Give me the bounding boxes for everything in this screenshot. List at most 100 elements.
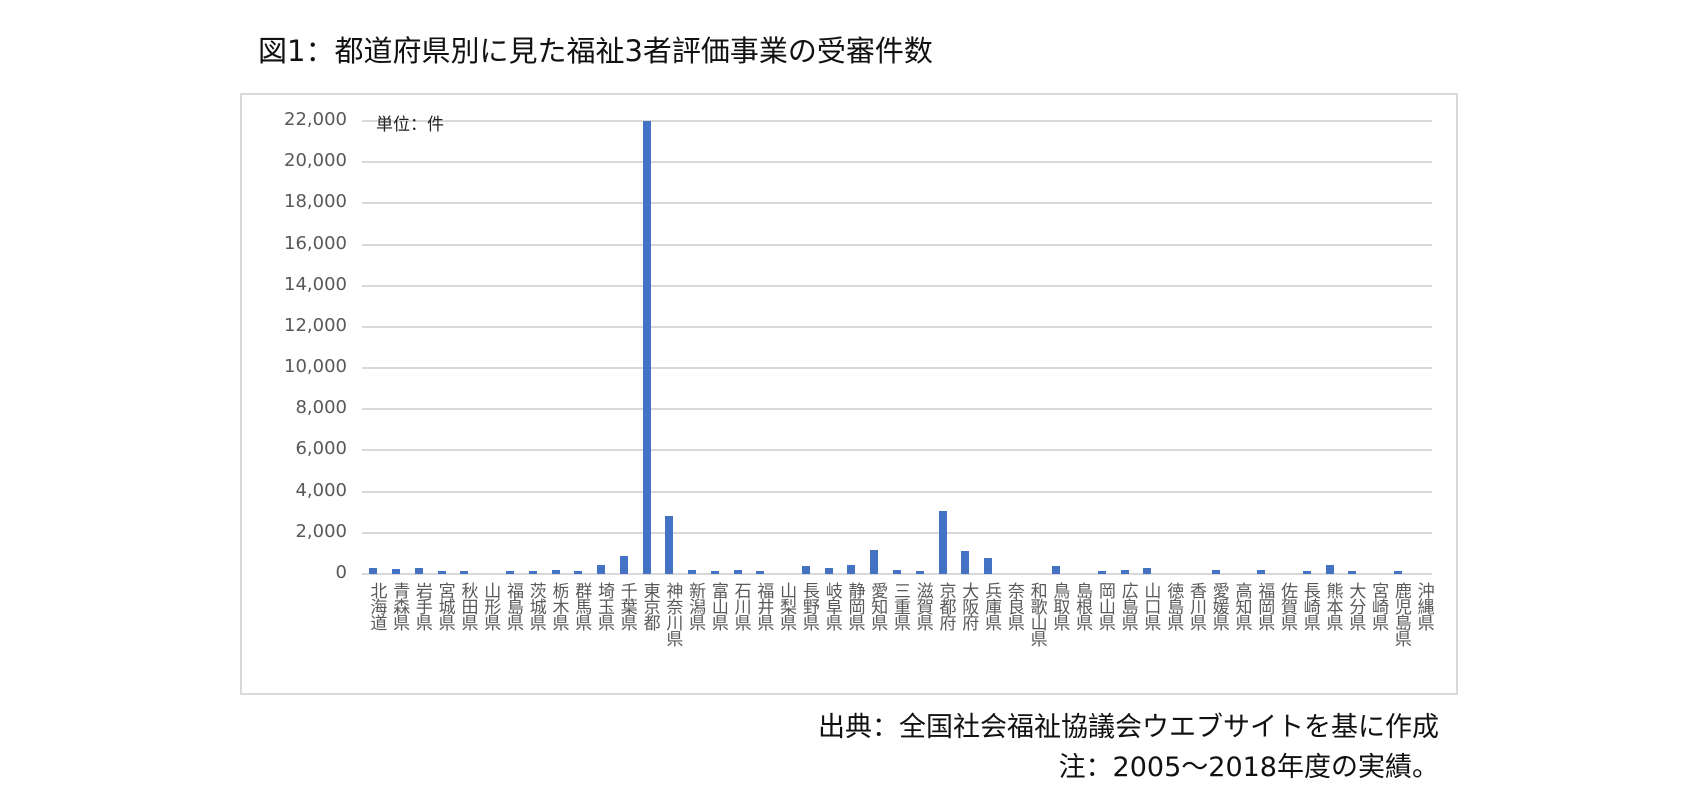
x-category-label: 高知県 <box>1231 582 1252 630</box>
bar-10 <box>574 571 583 574</box>
x-category-label: 三重県 <box>890 582 910 630</box>
bar-28 <box>984 557 993 574</box>
bar-27 <box>961 551 970 574</box>
bar-16 <box>710 571 719 574</box>
x-category-label: 宮城県 <box>434 582 455 630</box>
source-note: 出典：全国社会福祉協議会ウエブサイトを基に作成 <box>818 712 1439 743</box>
bar-11 <box>597 564 606 574</box>
x-category-label: 長野県 <box>798 582 819 630</box>
bar-13 <box>642 121 651 574</box>
x-category-label: 青森県 <box>389 582 410 630</box>
bar-24 <box>893 569 901 574</box>
x-category-label: 徳島県 <box>1163 582 1184 630</box>
gridline <box>362 202 1432 205</box>
bar-26 <box>938 511 947 574</box>
y-tick-label: 16,000 <box>284 232 347 254</box>
gridline <box>362 531 1432 534</box>
x-category-label: 愛媛県 <box>1208 582 1229 630</box>
x-category-label: 栃木県 <box>548 582 569 630</box>
x-category-label: 山口県 <box>1140 582 1161 630</box>
bar-2 <box>392 568 401 574</box>
x-category-label: 群馬県 <box>571 582 592 630</box>
bar-5 <box>460 571 469 574</box>
bar-9 <box>551 569 560 574</box>
bar-18 <box>756 571 765 574</box>
x-category-label: 新潟県 <box>685 582 706 630</box>
x-category-label: 奈良県 <box>1003 582 1024 630</box>
bar-14 <box>665 516 674 574</box>
x-category-label: 京都府 <box>935 582 956 630</box>
unit-label: 単位：件 <box>376 115 444 135</box>
x-category-label: 島根県 <box>1072 582 1093 630</box>
bar-46 <box>1393 570 1402 574</box>
gridline <box>362 243 1432 246</box>
y-tick-label: 4,000 <box>295 479 347 501</box>
x-category-label: 大分県 <box>1345 582 1366 630</box>
x-category-label: 兵庫県 <box>981 582 1002 630</box>
gridline <box>362 449 1432 452</box>
bar-22 <box>847 564 856 574</box>
bar-20 <box>801 565 810 574</box>
x-category-label: 神奈川県 <box>662 582 683 646</box>
gridline <box>362 120 1432 122</box>
chart-title: 図1：都道府県別に見た福祉3者評価事業の受審件数 <box>258 34 933 68</box>
bar-3 <box>414 567 423 574</box>
bar-21 <box>824 567 833 574</box>
bar-40 <box>1257 569 1266 574</box>
bar-38 <box>1211 569 1220 574</box>
x-category-label: 岩手県 <box>411 582 432 630</box>
chart-frame <box>240 93 1458 695</box>
bar-33 <box>1097 571 1106 574</box>
bar-15 <box>688 569 697 574</box>
bar-12 <box>619 556 628 574</box>
gridline <box>362 490 1432 493</box>
y-tick-label: 12,000 <box>284 314 347 336</box>
x-category-label: 秋田県 <box>457 582 478 630</box>
bar-7 <box>505 571 514 574</box>
bar-17 <box>733 569 742 574</box>
x-category-label: 茨城県 <box>525 582 546 630</box>
y-tick-label: 8,000 <box>295 397 347 419</box>
x-category-label: 香川県 <box>1185 582 1206 630</box>
x-category-label: 鹿児島県 <box>1390 582 1411 646</box>
x-category-label: 静岡県 <box>844 582 865 630</box>
bar-44 <box>1348 570 1357 574</box>
x-category-label: 富山県 <box>707 582 728 630</box>
y-tick-label: 20,000 <box>284 150 347 172</box>
x-category-label: 埼玉県 <box>594 582 615 630</box>
bar-34 <box>1120 569 1129 574</box>
x-category-label: 大阪府 <box>958 582 979 630</box>
x-category-label: 千葉県 <box>616 582 637 630</box>
gridline <box>362 408 1432 411</box>
bar-43 <box>1325 564 1334 574</box>
bar-35 <box>1143 567 1152 574</box>
y-tick-label: 10,000 <box>284 356 347 378</box>
y-tick-label: 0 <box>335 562 347 583</box>
x-category-label: 長崎県 <box>1299 582 1320 630</box>
gridline <box>362 161 1432 164</box>
y-tick-label: 6,000 <box>295 438 347 460</box>
gridline <box>362 367 1432 370</box>
x-category-label: 北海道 <box>366 582 387 630</box>
x-category-label: 岡山県 <box>1094 582 1115 630</box>
x-category-label: 山梨県 <box>776 582 797 630</box>
bar-42 <box>1302 570 1311 574</box>
x-category-label: 岐阜県 <box>821 582 842 630</box>
y-tick-label: 14,000 <box>284 273 347 295</box>
x-category-label: 佐賀県 <box>1277 582 1298 630</box>
x-category-label: 滋賀県 <box>912 582 933 630</box>
bar-1 <box>369 567 378 574</box>
x-category-label: 沖縄県 <box>1413 582 1434 630</box>
x-category-label: 広島県 <box>1117 582 1138 630</box>
gridline <box>362 284 1432 287</box>
bar-25 <box>915 571 924 574</box>
x-category-label: 石川県 <box>730 582 751 630</box>
bar-4 <box>437 570 446 574</box>
x-category-label: 宮崎県 <box>1368 582 1389 630</box>
y-tick-label: 2,000 <box>295 520 347 542</box>
x-category-label: 福井県 <box>753 582 774 630</box>
bar-8 <box>528 571 537 574</box>
x-category-label: 東京都 <box>639 582 660 630</box>
bar-23 <box>870 550 879 574</box>
x-category-label: 和歌山県 <box>1026 582 1047 646</box>
